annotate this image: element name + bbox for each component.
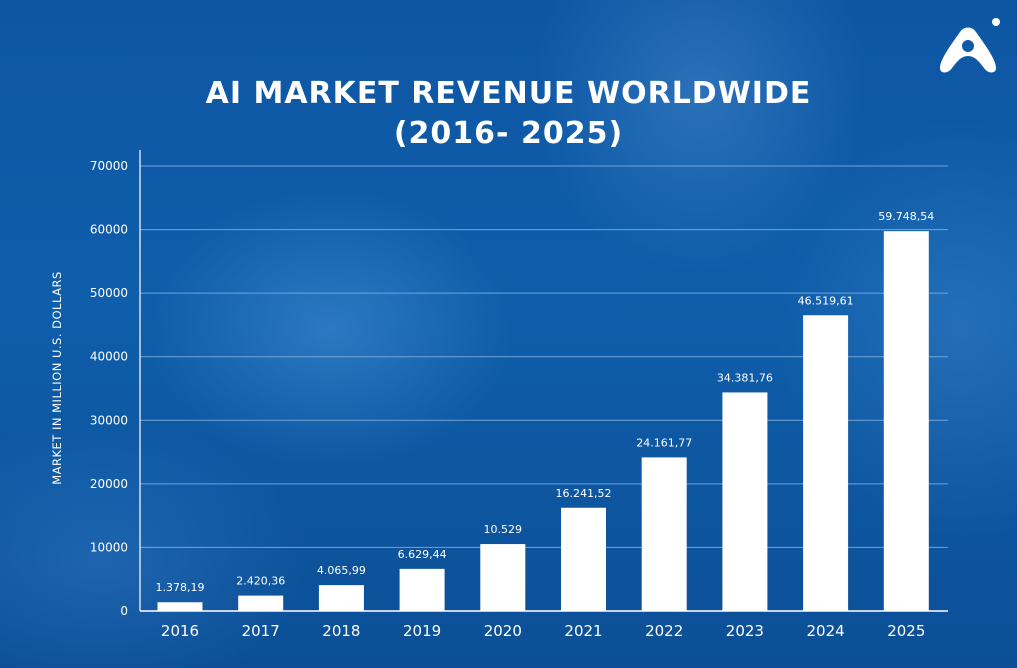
x-tick-label: 2017 (242, 622, 280, 640)
bar (641, 457, 687, 611)
bar (318, 585, 364, 611)
x-tick-label: 2016 (161, 622, 199, 640)
x-tick-label: 2024 (807, 622, 845, 640)
data-label: 1.378,19 (156, 581, 205, 594)
chart-title-line1: AI MARKET REVENUE WORLDWIDE (205, 76, 812, 111)
bar (238, 595, 284, 611)
data-label: 6.629,44 (398, 548, 447, 561)
bar (883, 231, 929, 612)
x-tick-label: 2025 (887, 622, 925, 640)
bar (480, 544, 526, 611)
bar (803, 315, 849, 611)
data-label: 10.529 (484, 523, 523, 536)
data-label: 4.065,99 (317, 564, 366, 577)
bar (157, 602, 203, 611)
x-tick-label: 2022 (645, 622, 683, 640)
bar (399, 568, 445, 611)
data-label: 24.161,77 (636, 436, 692, 449)
y-tick-label: 70000 (90, 159, 128, 173)
bar (561, 507, 606, 611)
data-label: 34.381,76 (717, 371, 773, 384)
bar (722, 392, 768, 611)
data-label: 16.241,52 (556, 487, 612, 500)
y-tick-label: 60000 (90, 223, 128, 237)
x-tick-label: 2018 (322, 622, 360, 640)
chart-title: AI MARKET REVENUE WORLDWIDE (2016- 2025) (0, 74, 1017, 154)
y-tick-label: 20000 (90, 477, 128, 491)
arch-logo-icon (940, 18, 1000, 73)
data-label: 46.519,61 (798, 294, 854, 307)
y-tick-label: 10000 (90, 540, 128, 554)
x-tick-label: 2021 (564, 622, 602, 640)
data-label: 59.748,54 (878, 210, 934, 223)
x-tick-label: 2020 (484, 622, 522, 640)
y-tick-label: 40000 (90, 350, 128, 364)
y-tick-label: 30000 (90, 413, 128, 427)
y-tick-label: 0 (120, 604, 128, 618)
x-tick-label: 2023 (726, 622, 764, 640)
x-tick-label: 2019 (403, 622, 441, 640)
chart-title-line2: (2016- 2025) (393, 116, 624, 151)
data-label: 2.420,36 (236, 575, 285, 588)
y-tick-label: 50000 (90, 286, 128, 300)
